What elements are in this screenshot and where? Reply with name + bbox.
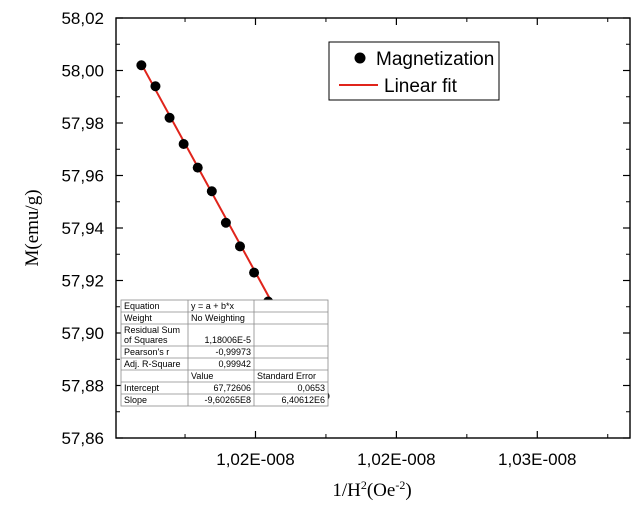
data-point (206, 186, 217, 197)
stats-table-cell: 0,99942 (218, 359, 251, 369)
stats-table-cell: Standard Error (257, 371, 316, 381)
stats-table-cell: 6,40612E6 (281, 395, 325, 405)
stats-table-cell: Equation (124, 301, 160, 311)
data-point (178, 139, 189, 149)
y-axis: 57,86 57,88 57,90 57,92 57,94 57,96 57,98 58,00… (61, 9, 630, 448)
legend-box (328, 41, 500, 101)
stats-table-cell: Pearson's r (124, 347, 169, 357)
stats-table-cell: Residual Sum of Squares (124, 325, 180, 345)
legend-marker-magnetization (354, 52, 366, 64)
legend-label-magnetization: Magnetization (376, 49, 494, 70)
x-axis-title-sup: 2 (361, 478, 367, 492)
legend-label-linear-fit: Linear fit (384, 76, 458, 97)
fit-statistics-table: Equation y = a + b*x Weight No Weighting Res… (120, 299, 329, 407)
data-point (249, 267, 260, 278)
data-point (220, 217, 231, 228)
y-tick-label: 58,00 (61, 62, 104, 81)
y-tick-label: 57,98 (61, 114, 104, 133)
x-axis-title: 1/H2(Oe-2) (332, 478, 411, 501)
stats-table-cell: 1,18006E-5 (204, 335, 251, 345)
stats-table-cell: Intercept (124, 383, 160, 393)
x-tick-label: 1,02E-008 (357, 450, 435, 469)
data-point (150, 81, 161, 92)
x-axis-title-unit-close: ) (405, 480, 411, 501)
stats-table-cell: 67,72606 (213, 383, 251, 393)
y-tick-label: 58,02 (61, 9, 104, 28)
x-axis-title-unit: (Oe (367, 480, 395, 501)
stats-table-frame (120, 299, 329, 407)
data-point (136, 60, 147, 71)
stats-table-cell: -0,99973 (215, 347, 251, 357)
y-tick-label: 57,88 (61, 377, 104, 396)
stats-table-cell: Value (191, 371, 213, 381)
stats-table-cell: No Weighting (191, 313, 245, 323)
x-tick-label: 1,02E-008 (216, 450, 294, 469)
y-tick-label: 57,92 (61, 272, 104, 291)
stats-table-cell: Adj. R-Square (124, 359, 181, 369)
x-axis-title-main: 1/H (332, 480, 361, 501)
stats-table-cell: Weight (124, 313, 152, 323)
y-tick-label: 57,94 (61, 219, 104, 238)
stats-table-cell: y = a + b*x (191, 301, 235, 311)
x-axis-title-unit-sup: -2 (395, 478, 405, 492)
y-axis-title: M(emu/g) (22, 189, 43, 266)
y-tick-label: 57,86 (61, 429, 104, 448)
stats-table-cell: Slope (124, 395, 147, 405)
data-point (192, 162, 203, 173)
x-tick-label: 1,03E-008 (498, 450, 576, 469)
stats-table-cell: -9,60265E8 (204, 395, 251, 405)
data-point (164, 112, 175, 123)
y-tick-label: 57,96 (61, 167, 104, 186)
stats-table-cell: 0,0653 (297, 383, 325, 393)
y-tick-label: 57,90 (61, 324, 104, 343)
x-axis: 1,02E-008 1,02E-008 1,03E-008 (184, 18, 609, 469)
data-point (234, 241, 245, 252)
legend: Magnetization Linear fit (328, 41, 500, 101)
